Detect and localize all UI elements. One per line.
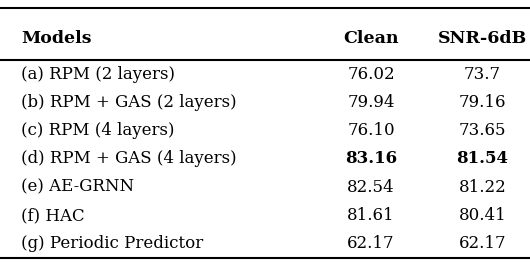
Text: 81.22: 81.22 [458, 179, 506, 196]
Text: (d) RPM + GAS (4 layers): (d) RPM + GAS (4 layers) [21, 151, 237, 167]
Text: 79.16: 79.16 [458, 94, 506, 111]
Text: 62.17: 62.17 [347, 235, 395, 252]
Text: 76.02: 76.02 [347, 65, 395, 82]
Text: Clean: Clean [343, 30, 399, 47]
Text: 79.94: 79.94 [347, 94, 395, 111]
Text: 73.7: 73.7 [464, 65, 501, 82]
Text: Models: Models [21, 30, 92, 47]
Text: 81.61: 81.61 [347, 207, 395, 224]
Text: (g) Periodic Predictor: (g) Periodic Predictor [21, 235, 204, 252]
Text: (c) RPM (4 layers): (c) RPM (4 layers) [21, 122, 175, 139]
Text: 83.16: 83.16 [345, 151, 397, 167]
Text: (b) RPM + GAS (2 layers): (b) RPM + GAS (2 layers) [21, 94, 237, 111]
Text: 76.10: 76.10 [347, 122, 395, 139]
Text: 62.17: 62.17 [458, 235, 506, 252]
Text: (a) RPM (2 layers): (a) RPM (2 layers) [21, 65, 175, 82]
Text: 82.54: 82.54 [347, 179, 395, 196]
Text: 81.54: 81.54 [456, 151, 508, 167]
Text: 80.41: 80.41 [458, 207, 506, 224]
Text: 73.65: 73.65 [458, 122, 506, 139]
Text: (f) HAC: (f) HAC [21, 207, 85, 224]
Text: SNR-6dB: SNR-6dB [438, 30, 527, 47]
Text: (e) AE-GRNN: (e) AE-GRNN [21, 179, 134, 196]
